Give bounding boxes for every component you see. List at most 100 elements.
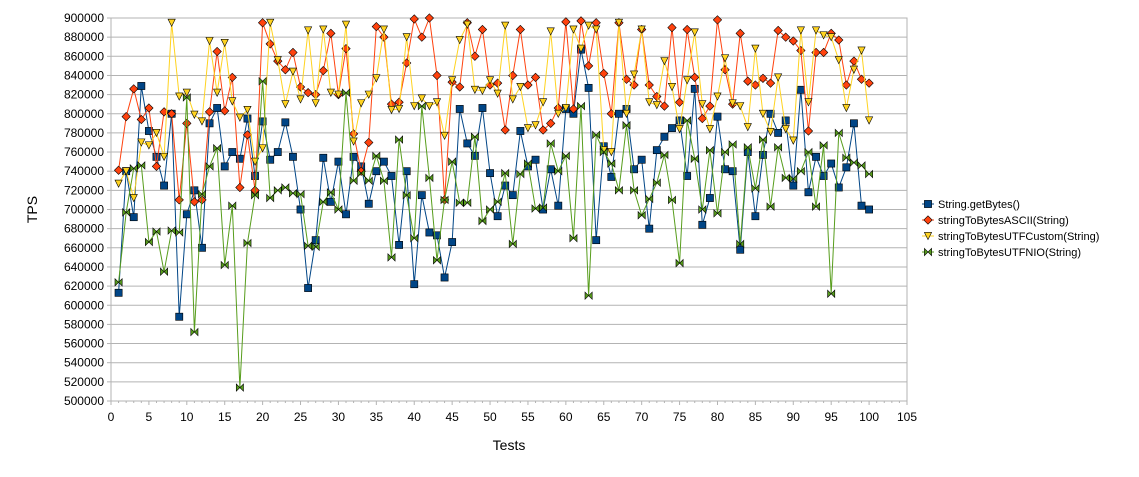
data-point [197,117,207,126]
data-point [592,25,601,34]
data-point [114,288,123,297]
data-point [228,148,237,156]
data-point [379,25,388,34]
data-point [531,121,540,130]
data-point [781,173,790,183]
data-point [357,99,366,108]
data-point [736,102,745,111]
data-point [425,102,434,111]
data-point [440,131,449,141]
x-tick-label: 55 [521,410,535,424]
y-tick-label: 840000 [64,68,104,82]
data-point [584,291,593,300]
x-tick-label: 5 [146,410,153,424]
data-point [561,17,571,27]
data-point [645,194,654,204]
data-point [425,228,434,237]
data-point [235,154,244,163]
data-point [561,151,570,161]
data-point [455,36,464,45]
data-point [819,172,828,180]
data-point [789,181,798,190]
data-point [530,72,541,82]
data-point [410,102,419,111]
data-point [713,209,722,218]
legend-label: stringToBytesUTFCustom(String) [938,231,1099,243]
data-point [304,241,313,251]
data-point [402,190,411,200]
data-point [773,25,783,36]
y-tick-label: 760000 [64,145,104,159]
y-tick-label: 680000 [64,222,104,236]
data-point [607,173,616,181]
data-point [743,142,752,152]
data-point [865,169,873,179]
y-tick-label: 780000 [64,126,104,140]
data-point [834,56,843,65]
data-point [288,47,298,58]
data-point [789,136,798,145]
data-point [432,70,442,81]
data-point [849,65,859,74]
data-point [637,25,646,34]
x-tick-label: 15 [218,410,232,424]
data-point [660,150,669,160]
data-point [531,155,540,164]
data-point [705,145,714,155]
data-point [690,28,699,37]
data-point [811,26,821,35]
data-point [690,72,700,82]
data-point [652,146,661,155]
data-point [501,168,510,178]
data-point [326,197,335,206]
data-point [781,32,791,42]
data-point [842,153,851,163]
series-3 [114,18,874,203]
data-point [637,210,646,220]
data-point [190,110,199,119]
data-point [425,173,434,183]
data-point [819,141,828,150]
data-point [463,20,472,29]
data-point [592,236,601,245]
data-point [712,15,723,25]
legend-label: String.getBytes() [938,199,1020,211]
data-point [364,90,373,99]
data-point [834,128,843,138]
data-point [804,98,813,107]
data-point [675,125,684,134]
data-point [258,144,267,153]
data-point [152,129,161,138]
data-point [372,167,381,176]
data-point [258,76,267,86]
data-point [151,161,162,172]
data-point [212,46,222,57]
data-point [349,137,358,146]
data-point [683,116,692,125]
data-point [129,84,139,94]
data-point [304,284,313,292]
data-point [341,20,351,29]
data-point [743,76,753,86]
data-point [857,161,866,170]
data-point [668,195,676,205]
data-point [182,93,191,102]
data-point [751,212,760,221]
data-point [523,80,533,90]
data-point [577,101,585,111]
data-point [812,202,820,211]
data-point [500,125,510,135]
data-point [857,201,866,210]
data-point [432,98,442,107]
data-point [235,113,244,122]
data-point [614,18,624,28]
data-point [205,162,214,171]
data-point [538,125,548,135]
data-point [357,168,366,178]
data-point [364,137,374,148]
data-point [198,189,206,199]
data-point [759,151,767,159]
data-point [834,183,843,192]
data-point [213,104,222,112]
data-point [455,198,464,208]
